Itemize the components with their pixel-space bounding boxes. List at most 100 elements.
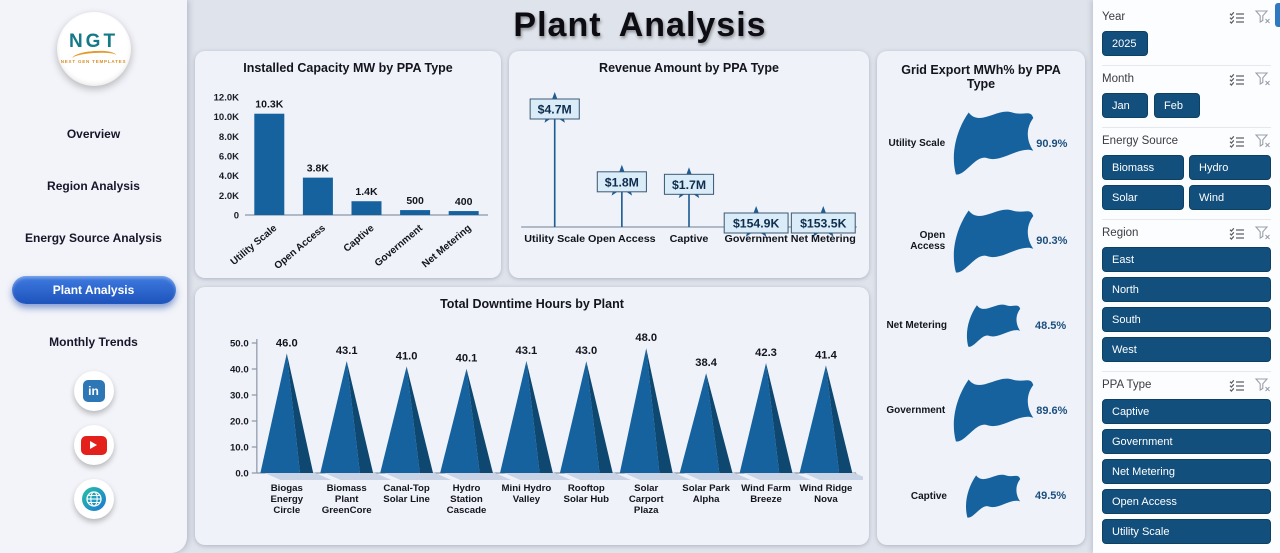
x-category-label: Government [373, 222, 426, 269]
filter-option-wind[interactable]: Wind [1189, 185, 1271, 210]
x-category-label: Government [725, 233, 789, 245]
cone-3[interactable] [440, 368, 480, 473]
sidebar-item-plant-analysis[interactable]: Plant Analysis [11, 276, 176, 304]
filter-option-government[interactable]: Government [1102, 429, 1271, 454]
filter-option-west[interactable]: West [1102, 337, 1271, 362]
sidebar-item-overview[interactable]: Overview [66, 127, 121, 141]
x-category-label: Solar Park [682, 483, 730, 494]
cone-2[interactable] [380, 366, 420, 473]
filter-options: Captive Government Net Metering Open Access… [1102, 399, 1271, 544]
sidebar-item-monthly-trends[interactable]: Monthly Trends [49, 335, 138, 349]
clear-filter-icon[interactable] [1255, 134, 1271, 148]
x-category-label: Solar Line [383, 494, 430, 505]
linkedin-button[interactable]: in [73, 371, 114, 411]
cone-8[interactable] [739, 363, 780, 473]
website-button[interactable] [73, 479, 114, 519]
x-category-label: Mini Hydro [502, 483, 552, 494]
flag-shape-utility-scale[interactable] [954, 111, 1034, 175]
cone-6[interactable] [619, 348, 660, 473]
filter-options: Jan Feb [1102, 93, 1271, 118]
linkedin-icon: in [82, 380, 105, 402]
filter-option-jan[interactable]: Jan [1102, 93, 1148, 118]
cone-5[interactable] [559, 361, 600, 473]
filter-option-utility-scale[interactable]: Utility Scale [1102, 519, 1271, 544]
cone-value-label: 48.0 [635, 332, 657, 344]
flag-percent-label: 90.3% [1036, 235, 1068, 248]
grid-export-row: Utility Scale 90.9% [885, 106, 1077, 181]
clear-filter-icon[interactable] [1255, 226, 1271, 240]
select-all-icon[interactable] [1229, 227, 1245, 240]
filter-option-south[interactable]: South [1102, 307, 1271, 332]
bar-open-access[interactable] [302, 177, 333, 215]
y-tick-label: 2.0K [219, 191, 239, 202]
filter-label: Year [1102, 11, 1126, 23]
filter-option-north[interactable]: North [1102, 277, 1271, 302]
left-sidebar: NGT NEXT GEN TEMPLATES Overview Region An… [0, 0, 187, 553]
filter-header-icons [1229, 226, 1271, 240]
bar-captive[interactable] [351, 201, 382, 215]
sidebar-item-region-analysis[interactable]: Region Analysis [47, 179, 140, 193]
x-category-label: Wind Ridge [799, 483, 852, 494]
filter-group-energy-source: Energy Source Biomass Hydro Solar Wind [1102, 128, 1271, 220]
bar-government[interactable] [400, 210, 431, 215]
bar-utility-scale[interactable] [254, 113, 285, 215]
filter-option-solar[interactable]: Solar [1102, 185, 1184, 210]
downtime-chart-panel: Total Downtime Hours by Plant 0.0 10.0 20.… [195, 287, 871, 545]
flag-box [947, 301, 1035, 351]
x-category-label: Utility Scale [524, 233, 585, 245]
flag-shape-government[interactable] [954, 378, 1034, 442]
filter-option-hydro[interactable]: Hydro [1189, 155, 1271, 180]
filter-option-net-metering[interactable]: Net Metering [1102, 459, 1271, 484]
y-tick-label: 50.0 [230, 339, 249, 350]
cone-4[interactable] [500, 360, 540, 473]
select-all-icon[interactable] [1229, 135, 1245, 148]
y-tick-label: 6.0K [219, 152, 239, 163]
filter-group-ppa-type: PPA Type Captive Government Net Metering Ope… [1102, 372, 1271, 553]
cone-0[interactable] [260, 353, 300, 473]
select-all-icon[interactable] [1229, 73, 1245, 86]
bar-net-metering[interactable] [448, 211, 479, 215]
x-category-label: Breeze [750, 494, 782, 505]
flag-shape-net-metering[interactable] [966, 304, 1020, 347]
grid-export-rows: Utility Scale 90.9% Open Access 90.3% Net Me… [883, 93, 1079, 541]
select-all-icon[interactable] [1229, 379, 1245, 392]
clear-filter-icon[interactable] [1255, 72, 1271, 86]
filter-option-captive[interactable]: Captive [1102, 399, 1271, 424]
flag-box [947, 471, 1035, 522]
bar-value-label: 400 [455, 196, 473, 208]
value-label-box [723, 212, 789, 234]
cone-9[interactable] [799, 365, 840, 473]
cone-value-label: 43.1 [516, 345, 538, 357]
x-category-label: Wind Farm [741, 483, 791, 494]
flag-shape-open-access[interactable] [954, 209, 1034, 273]
grid-export-row: Open Access 90.3% [885, 204, 1077, 279]
cone-dark-face [766, 363, 793, 473]
youtube-button[interactable] [73, 425, 114, 465]
filter-option-feb[interactable]: Feb [1154, 93, 1200, 118]
filter-options: 2025 [1102, 31, 1271, 56]
cone-value-label: 41.4 [815, 349, 838, 361]
filter-option-open-access[interactable]: Open Access [1102, 489, 1271, 514]
x-category-label: Hydro [453, 483, 481, 494]
x-category-label: Plaza [634, 505, 659, 516]
filter-header: Energy Source [1102, 132, 1271, 155]
value-label-box [596, 171, 647, 193]
flag-shape-captive[interactable] [966, 474, 1021, 518]
revenue-lollipop-chart: $4.7M Utility Scale $1.8M Open Access $1.7M C… [521, 92, 857, 245]
cone-shadow [561, 472, 631, 480]
x-category-label: Net Metering [791, 233, 856, 245]
cone-1[interactable] [320, 360, 360, 473]
filter-option-biomass[interactable]: Biomass [1102, 155, 1184, 180]
sidebar-item-energy-source-analysis[interactable]: Energy Source Analysis [25, 231, 162, 245]
filter-option-east[interactable]: East [1102, 247, 1271, 272]
select-all-icon[interactable] [1229, 11, 1245, 24]
revenue-chart-panel: Revenue Amount by PPA Type $4.7M Utility … [509, 51, 869, 278]
x-category-label: Canal-Top [383, 483, 430, 494]
y-tick-label: 0.0 [235, 469, 248, 480]
filter-option-2025[interactable]: 2025 [1102, 31, 1148, 56]
clear-filter-icon[interactable] [1255, 378, 1271, 392]
clear-filter-icon[interactable] [1255, 10, 1271, 24]
scrollbar-thumb[interactable] [1275, 3, 1280, 27]
revenue-value-label: $1.8M [605, 175, 639, 189]
